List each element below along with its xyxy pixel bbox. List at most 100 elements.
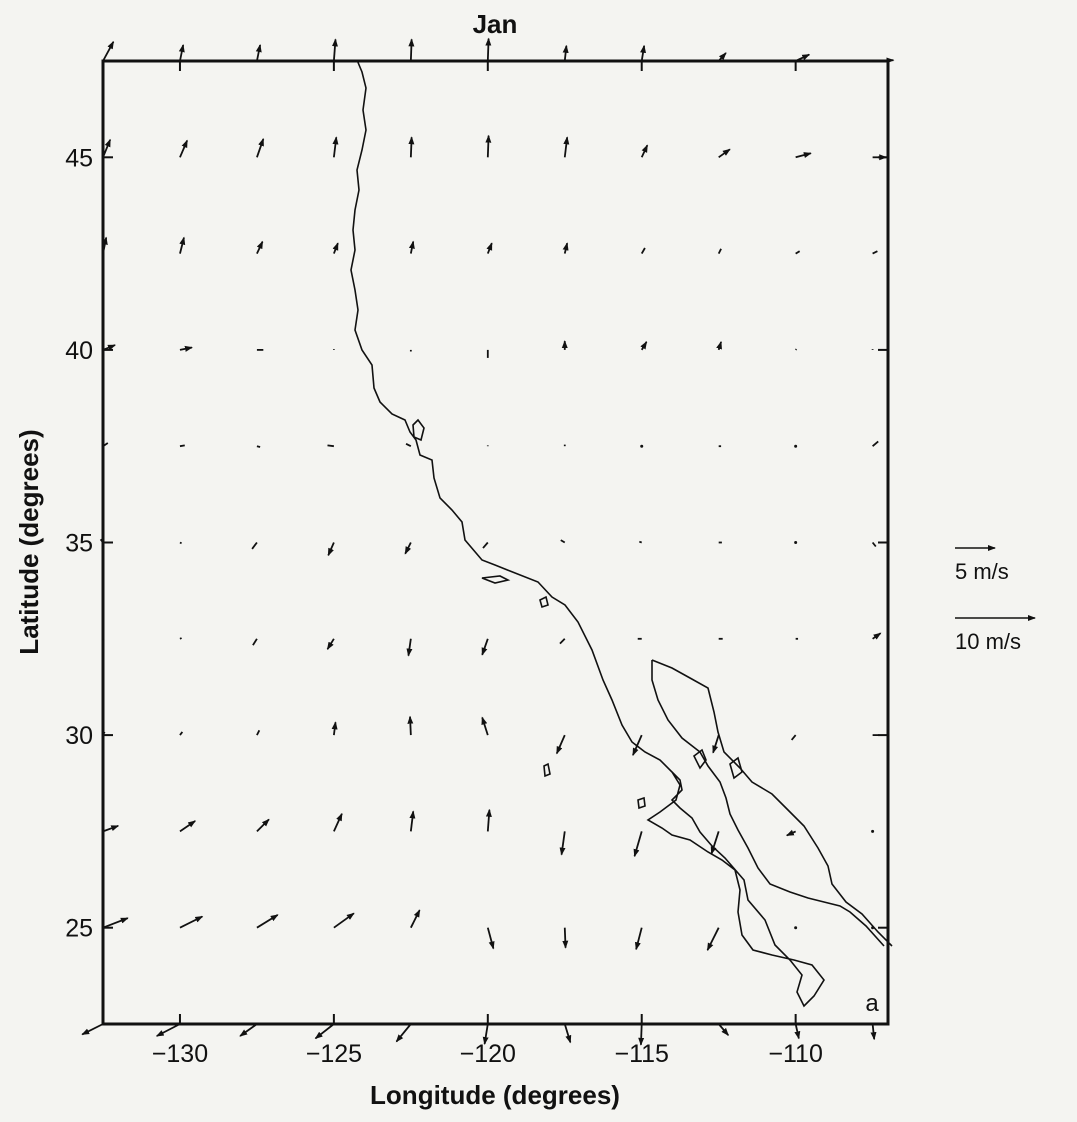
y-tick-label: 45 — [65, 144, 93, 172]
wind-vector — [785, 829, 797, 837]
wind-vector — [102, 917, 129, 929]
legend-label: 5 m/s — [955, 559, 1009, 584]
wind-vector — [251, 541, 258, 550]
wind-vector — [332, 136, 339, 158]
wind-vector — [102, 638, 105, 641]
wind-vector — [562, 242, 569, 254]
wind-vector — [331, 721, 338, 736]
wind-vector — [481, 716, 489, 736]
wind-vector — [872, 57, 895, 64]
wind-vector — [333, 812, 343, 832]
wind-vector — [640, 247, 646, 255]
wind-vector — [717, 248, 722, 255]
wind-vector — [563, 1023, 572, 1044]
wind-vector — [326, 638, 335, 651]
wind-vector — [640, 444, 644, 448]
map-frame — [101, 59, 890, 1026]
wind-vector — [101, 236, 108, 254]
wind-vector — [872, 632, 882, 640]
wind-vector — [408, 136, 415, 158]
legend-label: 10 m/s — [955, 629, 1021, 654]
wind-vector — [633, 831, 643, 858]
wind-vector — [718, 148, 731, 159]
mainland-coast-line — [651, 659, 893, 947]
wind-vector — [408, 240, 415, 254]
y-axis-label: Latitude (degrees) — [14, 429, 44, 654]
wind-vector — [239, 1023, 258, 1037]
wind-vector — [486, 242, 493, 254]
coastline — [350, 59, 893, 1008]
wind-vector — [179, 637, 182, 640]
wind-vectors — [81, 37, 895, 1046]
x-axis: −130 −125 −120 −115 −110 — [152, 61, 823, 1068]
x-axis-label: Longitude (degrees) — [370, 1080, 620, 1110]
wind-vector — [486, 927, 495, 950]
wind-vector — [795, 152, 812, 159]
island-2 — [481, 575, 511, 584]
map-title: Jan — [473, 9, 518, 39]
wind-vector — [405, 442, 412, 448]
wind-vector — [179, 915, 204, 929]
wind-vector — [794, 926, 798, 930]
wind-vector — [333, 912, 355, 929]
wind-vector — [255, 44, 262, 62]
west-coast-line — [350, 59, 825, 1008]
wind-vector — [332, 242, 339, 254]
wind-vector — [795, 348, 798, 351]
wind-vector — [563, 136, 570, 158]
wind-vector — [794, 1023, 801, 1040]
wind-vector — [102, 40, 115, 62]
wind-vector — [795, 53, 811, 62]
wind-vector — [790, 734, 797, 741]
wind-vector — [327, 542, 335, 557]
gulf-coast-line — [651, 660, 885, 947]
island-6 — [543, 762, 551, 778]
vector-legend: 5 m/s 10 m/s — [955, 545, 1036, 654]
wind-vector — [640, 44, 646, 62]
x-tick-label: −130 — [152, 1040, 208, 1068]
wind-vector — [640, 341, 648, 351]
wind-vector — [81, 1023, 104, 1036]
wind-vector — [256, 445, 261, 448]
wind-vector — [870, 1023, 877, 1041]
wind-vector — [562, 44, 569, 62]
wind-vector — [555, 734, 566, 755]
wind-vector — [99, 538, 104, 544]
wind-vector — [872, 440, 879, 447]
y-axis: 25 30 35 40 45 — [65, 144, 888, 943]
wind-vector — [706, 927, 720, 951]
wind-vector — [179, 820, 196, 833]
wind-vector — [102, 138, 112, 158]
x-tick-label: −110 — [768, 1040, 822, 1068]
wind-vector — [256, 240, 264, 254]
island-7 — [637, 796, 646, 810]
x-tick-label: −125 — [306, 1040, 362, 1068]
wind-vector — [256, 914, 279, 929]
wind-vector — [871, 829, 875, 833]
wind-vector — [795, 250, 801, 255]
wind-vector — [794, 444, 798, 448]
wind-vector — [562, 927, 569, 949]
wind-vector — [155, 1023, 181, 1037]
wind-vector — [179, 345, 193, 352]
wind-vector — [718, 52, 727, 62]
wind-vector — [408, 38, 415, 62]
wind-vector — [410, 909, 421, 929]
wind-vector — [327, 444, 334, 448]
wind-vector — [102, 442, 109, 447]
wind-vector — [178, 44, 185, 62]
x-tick-label: −120 — [460, 1040, 516, 1068]
wind-vector — [406, 638, 413, 657]
wind-vector — [710, 831, 720, 855]
y-tick-label: 35 — [65, 530, 93, 558]
wind-vector — [179, 731, 184, 736]
panel-label: a — [865, 990, 879, 1017]
island-5 — [729, 756, 743, 780]
y-tick-label: 40 — [65, 337, 93, 365]
wind-vector — [485, 808, 492, 832]
wind-vector — [395, 1023, 412, 1043]
island-4 — [692, 748, 707, 770]
wind-vector — [871, 926, 875, 930]
wind-vector — [404, 542, 412, 555]
